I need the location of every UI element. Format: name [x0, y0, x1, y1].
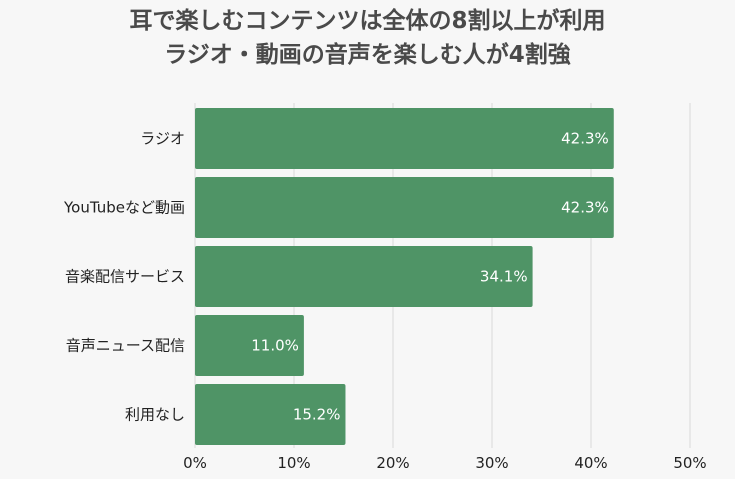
data-label: 42.3% [561, 199, 609, 217]
chart-title: 耳で楽しむコンテンツは全体の8割以上が利用 [129, 8, 606, 34]
x-tick-label: 30% [475, 454, 508, 472]
x-tick-label: 40% [574, 454, 607, 472]
data-label: 34.1% [480, 268, 528, 286]
bar [195, 246, 533, 307]
category-label: ラジオ [140, 130, 185, 148]
category-label: YouTubeなど動画 [63, 199, 185, 217]
bar [195, 384, 346, 445]
data-label: 15.2% [293, 406, 341, 424]
x-tick-label: 10% [277, 454, 310, 472]
data-label: 11.0% [251, 337, 299, 355]
bar [195, 108, 614, 169]
category-label: 利用なし [125, 406, 185, 424]
bar [195, 177, 614, 238]
category-label: 音声ニュース配信 [66, 337, 185, 355]
data-label: 42.3% [561, 130, 609, 148]
x-tick-label: 50% [673, 454, 706, 472]
bar [195, 315, 304, 376]
chart-subtitle: ラジオ・動画の音声を楽しむ人が4割強 [164, 42, 571, 68]
category-label: 音楽配信サービス [65, 268, 185, 286]
x-tick-label: 0% [183, 454, 207, 472]
x-tick-label: 20% [376, 454, 409, 472]
